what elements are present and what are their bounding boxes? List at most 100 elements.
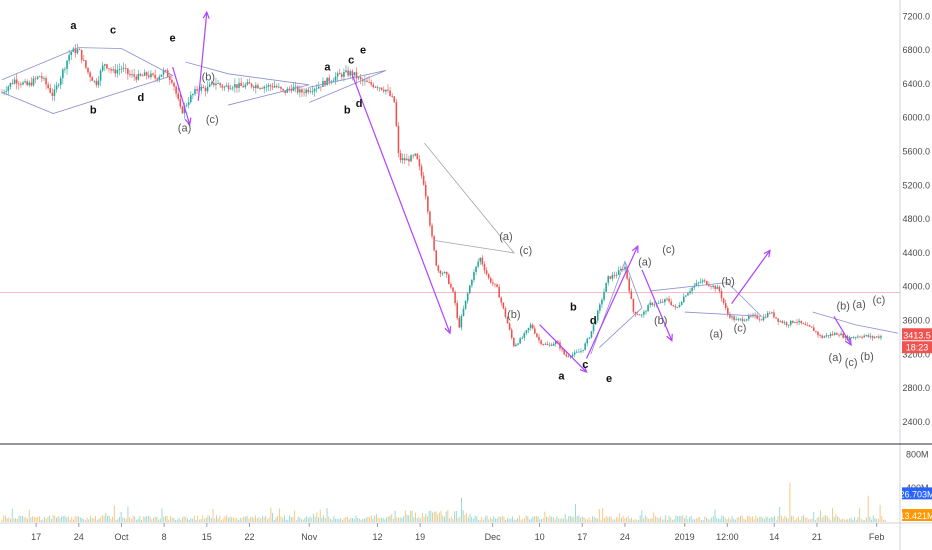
candle-body bbox=[345, 70, 347, 73]
wave-arrow-5-head bbox=[631, 244, 639, 254]
candle-body bbox=[867, 335, 870, 337]
candle-body bbox=[714, 285, 717, 289]
candle-body bbox=[781, 321, 784, 323]
candle-body bbox=[332, 80, 335, 82]
candle-body bbox=[554, 341, 557, 344]
candle-body bbox=[783, 322, 786, 324]
candle-body bbox=[517, 343, 519, 345]
candle-body bbox=[473, 271, 475, 280]
candle-body bbox=[156, 78, 159, 80]
candle-body bbox=[278, 86, 280, 88]
volume-badge bbox=[902, 487, 932, 500]
candle-body bbox=[341, 74, 343, 77]
candle-body bbox=[584, 343, 586, 350]
candle-body bbox=[395, 102, 398, 127]
candle-body bbox=[389, 90, 391, 96]
candle-body bbox=[515, 344, 517, 347]
candle-body bbox=[701, 280, 704, 282]
candle-body bbox=[103, 64, 106, 66]
candle-body bbox=[525, 330, 528, 334]
candle-body bbox=[706, 281, 708, 286]
time-tick-label: 17 bbox=[31, 532, 41, 542]
candle-body bbox=[796, 322, 798, 323]
candle-body bbox=[682, 296, 685, 303]
candle-body bbox=[284, 90, 286, 93]
candle-body bbox=[422, 175, 425, 185]
candle-body bbox=[712, 285, 714, 287]
candle-body bbox=[378, 87, 381, 89]
candle-body bbox=[460, 316, 463, 328]
wave-label: c bbox=[582, 359, 588, 371]
candle-body bbox=[433, 236, 435, 251]
candle-body bbox=[263, 86, 266, 89]
candle-body bbox=[689, 291, 691, 294]
wave-arrow-1 bbox=[172, 66, 191, 125]
candle-body bbox=[479, 257, 482, 262]
countdown-label: 18:23 bbox=[906, 342, 929, 352]
candle-body bbox=[183, 105, 186, 114]
candle-body bbox=[638, 314, 641, 316]
candle-body bbox=[349, 71, 352, 76]
candle-body bbox=[257, 85, 259, 89]
candle-body bbox=[189, 95, 192, 103]
price-axis[interactable]: 7200.0 6800.0 6400.0 6000.0 5600.0 5200.0 4800… bbox=[902, 11, 930, 427]
candles bbox=[1, 43, 882, 360]
candle-body bbox=[57, 84, 60, 86]
candle-body bbox=[17, 83, 20, 85]
candle-body bbox=[840, 333, 842, 336]
time-tick-label: 15 bbox=[202, 532, 212, 542]
candle-body bbox=[187, 102, 190, 105]
time-tick-label: 24 bbox=[74, 532, 84, 542]
triangle-dec bbox=[424, 142, 515, 254]
candle-body bbox=[429, 211, 431, 226]
price-tick-label: 7200.0 bbox=[902, 11, 930, 21]
candle-body bbox=[364, 80, 366, 82]
candle-body bbox=[286, 88, 289, 93]
candle-body bbox=[708, 285, 710, 287]
candle-body bbox=[628, 278, 631, 292]
candle-body bbox=[592, 324, 595, 332]
candle-body bbox=[68, 55, 70, 61]
triangle-jan bbox=[650, 282, 763, 317]
candle-body bbox=[657, 302, 660, 304]
candle-body bbox=[640, 314, 643, 316]
candle-body bbox=[494, 283, 496, 285]
candle-body bbox=[313, 89, 316, 92]
candle-body bbox=[643, 311, 645, 315]
candle-body bbox=[544, 343, 547, 345]
candle-body bbox=[129, 73, 131, 76]
candle-body bbox=[699, 281, 702, 283]
candle-body bbox=[150, 73, 152, 78]
wave-label: (a) bbox=[710, 328, 723, 340]
candle-body bbox=[861, 337, 863, 338]
candle-body bbox=[727, 308, 729, 315]
candle-body bbox=[441, 273, 444, 274]
candle-body bbox=[154, 74, 156, 79]
candle-body bbox=[775, 317, 777, 319]
candle-body bbox=[450, 284, 452, 288]
candle-body bbox=[747, 315, 750, 320]
candle-body bbox=[739, 318, 742, 320]
candle-body bbox=[596, 310, 599, 321]
candle-body bbox=[737, 318, 740, 320]
candle-body bbox=[158, 76, 161, 80]
candle-body bbox=[309, 91, 312, 93]
time-axis[interactable]: 17 24 Oct 8 15 22 Nov 12 19 Dec 10 17 24 2019 12:00 14 2… bbox=[31, 523, 884, 542]
candle-body bbox=[626, 266, 628, 279]
candle-body bbox=[343, 72, 345, 77]
candle-body bbox=[280, 86, 282, 89]
price-tick-label: 4800.0 bbox=[902, 214, 930, 224]
candle-body bbox=[250, 83, 253, 87]
candle-body bbox=[85, 60, 87, 68]
candle-body bbox=[697, 282, 700, 284]
wave-label: (a) bbox=[638, 257, 651, 269]
candle-body bbox=[752, 314, 754, 316]
candle-body bbox=[624, 266, 626, 270]
candle-body bbox=[540, 340, 542, 345]
time-tick-label: 22 bbox=[244, 532, 254, 542]
candle-body bbox=[829, 334, 832, 337]
candle-body bbox=[357, 77, 360, 79]
candle-body bbox=[634, 311, 637, 315]
candle-body bbox=[401, 158, 404, 161]
